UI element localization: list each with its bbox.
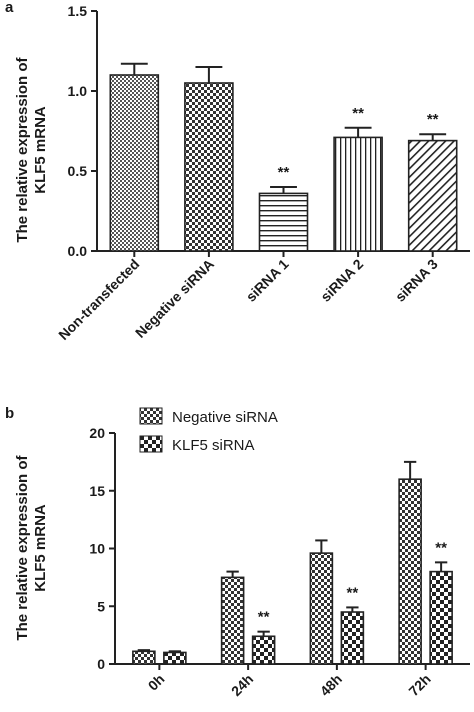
panel-a-xtick-label: Negative siRNA bbox=[132, 256, 217, 341]
panel-b-klf5-sirna-24h-bar bbox=[251, 635, 276, 665]
panel-b-klf5-sirna-48h-bar bbox=[340, 611, 365, 665]
panel-b-klf5-sirna-0h-bar bbox=[163, 651, 187, 665]
panel-a-sirna-2-significance: ** bbox=[352, 105, 364, 122]
panel-b-ytick-label: 15 bbox=[89, 483, 105, 499]
legend-label-negative-sirna: Negative siRNA bbox=[172, 409, 278, 426]
panel-a-xtick-label: Non-transfected bbox=[55, 256, 142, 343]
panel-b-negative-sirna-0h-bar bbox=[132, 650, 156, 665]
panel-b-label: b bbox=[5, 405, 14, 422]
panel-b-ytick-label: 5 bbox=[97, 598, 105, 614]
panel-a-ylabel-line2: KLF5 mRNA bbox=[32, 106, 49, 194]
panel-b-plot-area: 0 5 10 15 20 0h ** 24h ** 48h ** 72h bbox=[89, 425, 470, 699]
panel-a-ytick-label: 0.5 bbox=[68, 163, 88, 179]
legend-label-klf5-sirna: KLF5 siRNA bbox=[172, 437, 255, 454]
panel-a-xtick-label: siRNA 1 bbox=[243, 256, 292, 305]
panel-b-negative-sirna-72h-bar bbox=[398, 478, 422, 665]
panel-a-non-transfected-bar bbox=[109, 74, 160, 252]
panel-b-ylabel-line1: The relative expression of bbox=[14, 454, 31, 640]
panel-a-ytick-label: 1.0 bbox=[68, 83, 88, 99]
panel-a-ytick-label: 0.0 bbox=[68, 243, 88, 259]
panel-b-legend: Negative siRNA KLF5 siRNA bbox=[139, 407, 278, 454]
panel-a-label: a bbox=[5, 0, 14, 16]
panel-b-klf5-sirna-72h-bar bbox=[429, 570, 453, 665]
panel-a-sirna-3-significance: ** bbox=[427, 111, 439, 128]
panel-a: a The relative expression of KLF5 mRNA 0… bbox=[5, 0, 470, 343]
panel-b-klf5-sirna-24h-significance: ** bbox=[258, 609, 270, 626]
panel-b-ytick-label: 20 bbox=[89, 425, 105, 441]
panel-b-klf5-sirna-48h-significance: ** bbox=[347, 584, 359, 601]
panel-b-xtick-label: 72h bbox=[405, 671, 433, 699]
panel-b-xtick-label: 48h bbox=[317, 671, 345, 699]
panel-b-xtick-label: 0h bbox=[145, 671, 168, 694]
panel-a-sirna-1-bar bbox=[258, 192, 309, 252]
panel-b: b The relative expression of KLF5 mRNA N… bbox=[5, 405, 470, 699]
legend-swatch-klf5-sirna bbox=[139, 435, 163, 453]
panel-a-xtick-label: siRNA 2 bbox=[317, 256, 366, 305]
panel-b-negative-sirna-48h-bar bbox=[309, 552, 334, 665]
panel-a-ytick-label: 1.5 bbox=[68, 3, 88, 19]
panel-b-ylabel-line2: KLF5 mRNA bbox=[32, 504, 49, 592]
panel-b-ytick-label: 0 bbox=[97, 656, 105, 672]
panel-a-ylabel: The relative expression of KLF5 mRNA bbox=[14, 56, 49, 242]
panel-b-klf5-sirna-72h-significance: ** bbox=[435, 539, 447, 556]
panel-b-ylabel: The relative expression of KLF5 mRNA bbox=[14, 454, 49, 640]
legend-swatch-negative-sirna bbox=[139, 407, 163, 425]
panel-b-negative-sirna-24h-bar bbox=[220, 576, 245, 665]
panel-a-sirna-2-bar bbox=[333, 136, 383, 252]
panel-a-sirna-1-significance: ** bbox=[278, 164, 290, 181]
panel-b-ytick-label: 10 bbox=[89, 541, 105, 557]
panel-a-xtick-label: siRNA 3 bbox=[392, 256, 441, 305]
panel-a-negative-sirna-bar bbox=[184, 82, 234, 252]
panel-a-ylabel-line1: The relative expression of bbox=[14, 56, 31, 242]
panel-b-xtick-label: 24h bbox=[228, 671, 256, 699]
panel-a-sirna-3-bar bbox=[407, 139, 458, 252]
